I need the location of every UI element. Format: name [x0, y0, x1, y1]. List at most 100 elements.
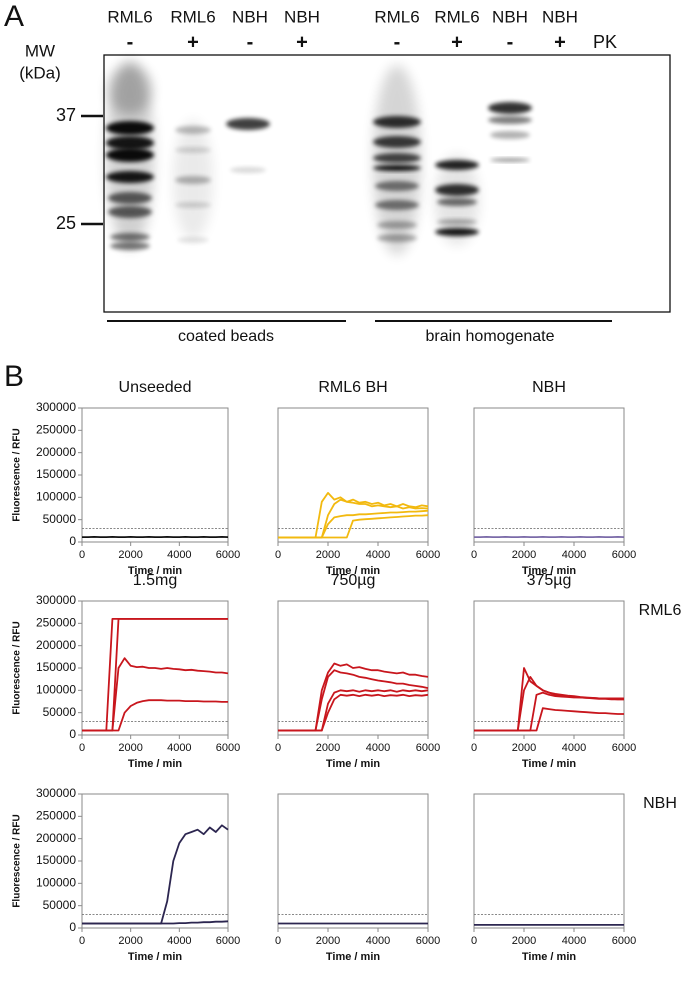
blot-band — [437, 219, 477, 225]
plot-frame — [277, 407, 429, 543]
lane-pk: - — [127, 31, 134, 53]
y-tick-label: 250000 — [36, 809, 76, 823]
blot-band — [435, 160, 479, 170]
x-tick-label: 6000 — [612, 935, 636, 947]
blot-band — [175, 176, 211, 184]
lane-pk: + — [187, 31, 199, 53]
y-tick-label: 0 — [69, 534, 76, 548]
blot-band — [106, 171, 154, 183]
data-line — [82, 699, 228, 732]
blot-band — [175, 126, 211, 134]
blot-band — [175, 147, 211, 153]
y-axis-label: Fluorescence / RFU — [12, 621, 23, 714]
blot-band — [106, 136, 154, 150]
blot-band — [106, 121, 154, 135]
x-tick-label: 4000 — [366, 549, 390, 561]
x-tick-label: 2000 — [512, 549, 536, 561]
data-line — [474, 707, 624, 732]
lane-pk: - — [507, 31, 514, 53]
lane-pk: - — [247, 31, 254, 53]
y-tick-label: 50000 — [43, 705, 77, 719]
x-tick-label: 4000 — [167, 549, 191, 561]
blot-band — [226, 118, 270, 130]
y-tick-label: 300000 — [36, 593, 76, 607]
x-axis-label: Time / min — [128, 758, 182, 770]
blot-band — [373, 116, 421, 128]
y-tick-label: 200000 — [36, 445, 76, 459]
data-line — [82, 618, 228, 732]
y-tick-label: 150000 — [36, 660, 76, 674]
lane-pk: + — [296, 31, 308, 53]
blot-band — [230, 167, 266, 173]
group-label: coated beads — [178, 328, 274, 345]
lane-pk: + — [554, 31, 566, 53]
x-tick-label: 2000 — [512, 935, 536, 947]
y-tick-label: 300000 — [36, 786, 76, 800]
lane-pk: + — [451, 31, 463, 53]
plot-frame — [277, 793, 429, 929]
lane-sample: RML6 — [107, 7, 152, 26]
plot-frame — [473, 600, 625, 736]
x-tick-label: 4000 — [562, 742, 586, 754]
mw-label: (kDa) — [19, 63, 61, 82]
x-tick-label: 2000 — [118, 549, 142, 561]
blot-band — [175, 202, 211, 208]
x-tick-label: 6000 — [216, 935, 240, 947]
x-tick-label: 2000 — [512, 742, 536, 754]
y-tick-label: 100000 — [36, 490, 76, 504]
blot-band — [373, 153, 421, 163]
x-tick-label: 6000 — [612, 742, 636, 754]
data-line — [278, 662, 429, 732]
x-tick-label: 0 — [275, 549, 281, 561]
x-tick-label: 6000 — [216, 549, 240, 561]
x-tick-label: 4000 — [167, 935, 191, 947]
blot-band — [435, 228, 479, 236]
blot-smear — [108, 65, 152, 115]
panel-label: A — [4, 0, 24, 33]
x-tick-label: 2000 — [118, 742, 142, 754]
y-tick-label: 150000 — [36, 467, 76, 481]
blot-band — [110, 233, 150, 241]
marker-label: 37 — [56, 105, 76, 125]
pk-label: PK — [593, 32, 617, 52]
blot-band — [377, 221, 417, 229]
marker-label: 25 — [56, 213, 76, 233]
x-axis-label: Time / min — [326, 951, 380, 963]
x-tick-label: 0 — [471, 935, 477, 947]
y-tick-label: 0 — [69, 920, 76, 934]
data-line — [82, 657, 229, 732]
x-tick-label: 0 — [79, 742, 85, 754]
plot-frame — [473, 793, 625, 929]
chart-title: Unseeded — [119, 379, 192, 396]
y-tick-label: 300000 — [36, 400, 76, 414]
x-axis-label: Time / min — [522, 565, 576, 577]
y-tick-label: 100000 — [36, 683, 76, 697]
data-line — [474, 691, 624, 732]
data-line — [278, 693, 429, 732]
x-tick-label: 4000 — [167, 742, 191, 754]
plot-frame — [81, 407, 229, 543]
chart-title: 1.5mg — [133, 572, 177, 589]
blot-band — [488, 102, 532, 114]
x-tick-label: 4000 — [562, 935, 586, 947]
x-tick-label: 6000 — [416, 935, 440, 947]
mw-label: MW — [25, 41, 55, 60]
x-axis-label: Time / min — [326, 758, 380, 770]
y-tick-label: 200000 — [36, 831, 76, 845]
x-axis-label: Time / min — [326, 565, 380, 577]
x-tick-label: 2000 — [316, 742, 340, 754]
y-tick-label: 0 — [69, 727, 76, 741]
blot-band — [375, 181, 419, 191]
y-tick-label: 50000 — [43, 512, 77, 526]
x-tick-label: 2000 — [118, 935, 142, 947]
blot-band — [108, 206, 152, 218]
blot-band — [108, 192, 152, 204]
blot-band — [490, 131, 530, 139]
x-axis-label: Time / min — [522, 758, 576, 770]
blot-band — [375, 200, 419, 210]
lane-sample: NBH — [284, 7, 320, 26]
lane-sample: NBH — [542, 7, 578, 26]
blot-band — [177, 237, 209, 243]
blot-band — [373, 136, 421, 148]
